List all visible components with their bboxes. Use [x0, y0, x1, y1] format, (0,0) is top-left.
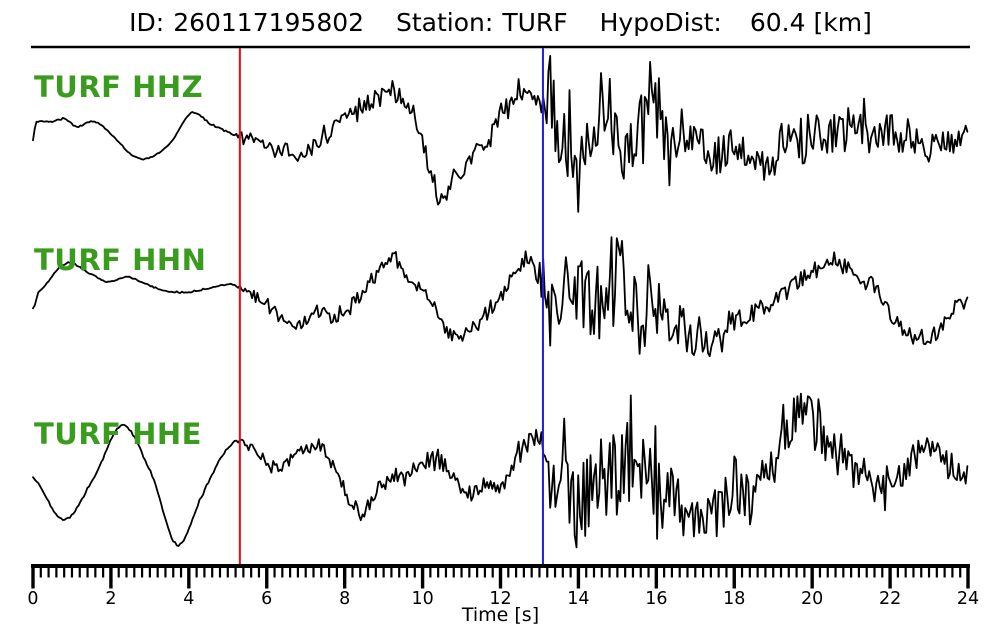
x-tick-label: 16: [645, 589, 667, 609]
x-tick-label: 20: [801, 589, 823, 609]
trace-label-hhz: TURF HHZ: [34, 70, 204, 104]
hypodist-group: HypoDist: 60.4 [km]: [600, 8, 872, 37]
waveform-trace-hhe: [32, 392, 969, 549]
figure-title: ID: 260117195802 Station: TURF HypoDist: 60…: [33, 8, 968, 37]
station-group: Station: TURF: [396, 8, 568, 37]
trace-label-hhe: TURF HHE: [34, 417, 202, 451]
x-tick-label: 8: [339, 589, 350, 609]
x-tick-label: 14: [567, 589, 589, 609]
x-tick-label: 22: [879, 589, 901, 609]
event-id-label: ID:: [129, 8, 165, 37]
x-tick-label: 18: [723, 589, 745, 609]
x-axis-label: Time [s]: [461, 604, 540, 626]
x-tick-label: 12: [489, 589, 511, 609]
x-tick-label: 0: [27, 589, 38, 609]
waveform-trace-hhz: [32, 55, 969, 213]
x-tick-label: 10: [411, 589, 433, 609]
hypodist-unit: [km]: [813, 8, 872, 37]
event-id-value: 260117195802: [173, 8, 365, 37]
station-label: Station:: [396, 8, 494, 37]
x-tick-label: 2: [105, 589, 116, 609]
station-value: TURF: [502, 8, 568, 37]
x-tick-label: 4: [183, 589, 194, 609]
waveform-trace-hhn: [32, 236, 969, 358]
hypodist-label: HypoDist:: [599, 8, 722, 37]
x-tick-label: 24: [957, 589, 979, 609]
hypodist-value: 60.4: [749, 8, 806, 37]
x-tick-label: 6: [261, 589, 272, 609]
trace-label-hhn: TURF HHN: [34, 243, 207, 277]
event-id-group: ID: 260117195802: [129, 8, 364, 37]
